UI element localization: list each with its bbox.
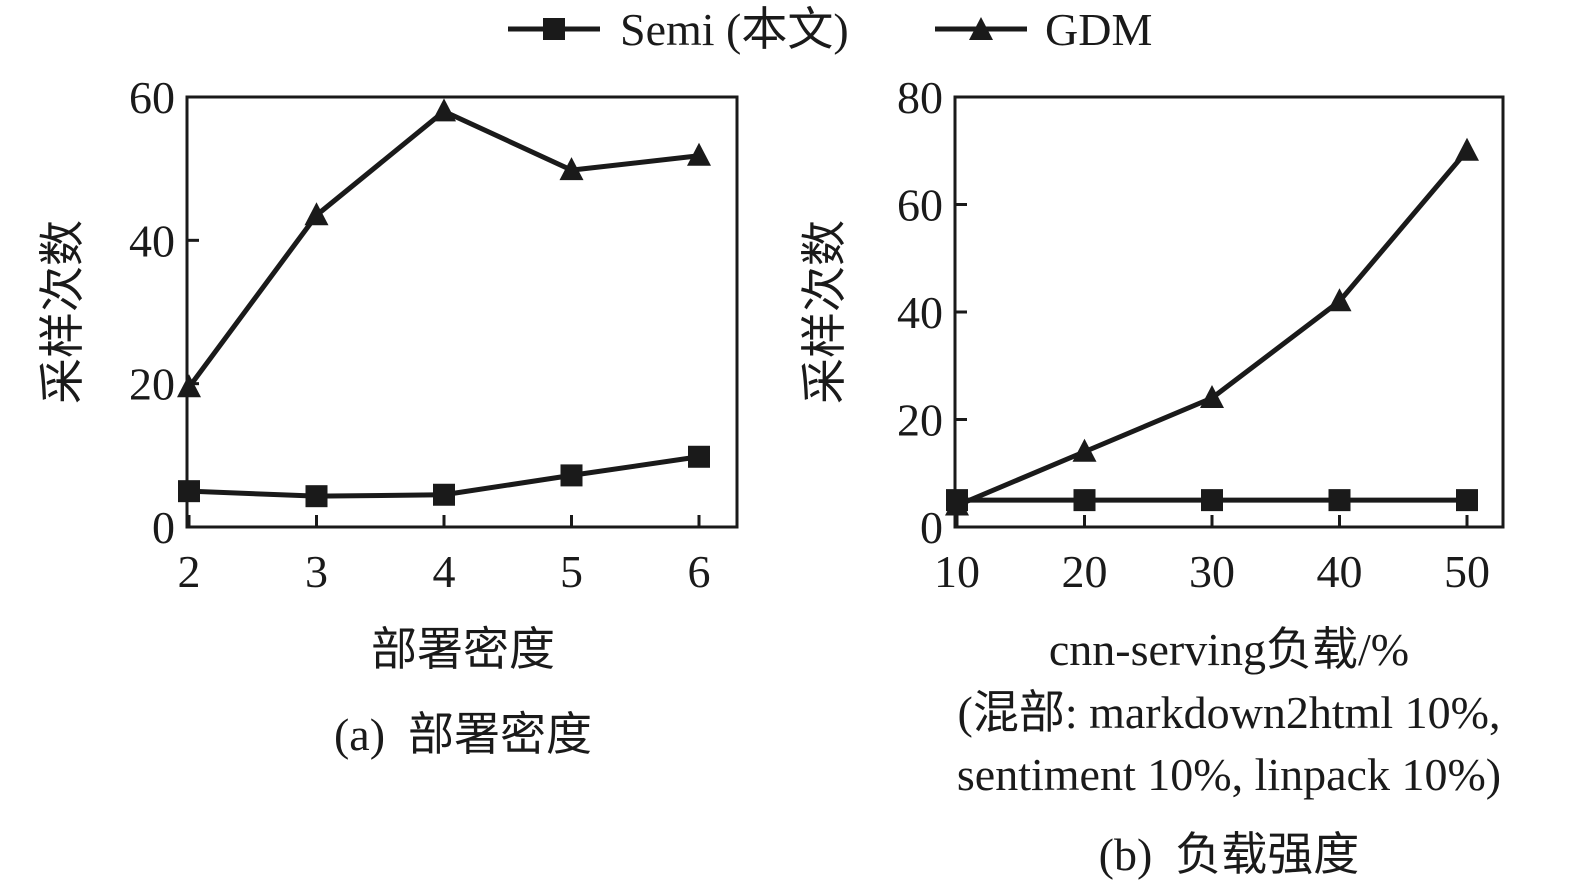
- chart-a-x-tick-label: 4: [433, 546, 456, 597]
- chart-a-semi-point: [560, 464, 583, 487]
- chart-a-y-tick-label: 0: [152, 502, 175, 553]
- chart-a-gdm-point: [687, 142, 711, 166]
- chart-a-x-axis-title: 部署密度: [371, 624, 555, 675]
- chart-a-semi-point: [688, 445, 710, 468]
- chart-a-x-tick-label: 5: [560, 546, 583, 597]
- chart-a-x-tick-label: 3: [305, 546, 328, 597]
- chart-b-plot-frame: [953, 95, 1505, 529]
- chart-a-y-axis-title: 采样次数: [37, 220, 88, 404]
- chart-b-semi-point: [1073, 489, 1096, 512]
- chart-b-y-tick-label: 60: [897, 180, 943, 231]
- chart-b-x-tick-label: 40: [1317, 546, 1363, 597]
- chart-b-x-tick-label: 10: [934, 546, 980, 597]
- chart-b-y-tick-label: 40: [897, 287, 943, 338]
- chart-a-y-tick-label: 60: [129, 72, 175, 123]
- legend-item-semi: Semi (本文): [508, 4, 849, 55]
- chart-b-gdm-point: [1455, 137, 1479, 161]
- chart-a-gdm-point: [559, 157, 584, 181]
- chart-b-y-axis: 0 20 40 60 80: [897, 72, 967, 553]
- chart-b-y-tick-label: 80: [897, 72, 943, 123]
- chart-b-x-tick-label: 50: [1444, 546, 1490, 597]
- chart-b-x-axis: 10 20 30 40 50: [934, 515, 1490, 597]
- chart-a-gdm-point: [304, 202, 329, 226]
- chart-a-gdm-point: [177, 374, 201, 398]
- chart-b-y-tick-label: 20: [897, 395, 943, 446]
- legend-item-gdm: GDM: [935, 4, 1152, 55]
- chart-b: 0 20 40 60 80 10 20 30 40 50 采样次数 cnn-serving负载/…: [799, 72, 1505, 880]
- chart-b-semi-point: [1328, 489, 1351, 512]
- chart-a-y-axis: 0 20 40 60: [129, 72, 199, 553]
- legend-semi-label: Semi (本文): [620, 4, 849, 55]
- legend: Semi (本文) GDM: [508, 4, 1152, 55]
- legend-gdm-label: GDM: [1045, 4, 1152, 55]
- chart-b-x-axis-note-line-2: sentiment 10%, linpack 10%): [957, 749, 1501, 800]
- chart-b-y-tick-label: 0: [920, 502, 943, 553]
- chart-b-x-axis-note-line-1: (混部: markdown2html 10%,: [958, 687, 1501, 738]
- legend-semi-square-marker: [543, 18, 565, 40]
- chart-a-semi-point: [178, 480, 200, 503]
- chart-a-semi-point: [305, 485, 328, 508]
- chart-b-caption: (b) 负载强度: [1099, 829, 1360, 880]
- chart-b-gdm-point: [1072, 438, 1097, 462]
- chart-b-x-tick-label: 30: [1189, 546, 1235, 597]
- chart-b-series: [945, 137, 1479, 516]
- chart-b-semi-point: [1201, 489, 1223, 512]
- chart-b-gdm-point: [1200, 385, 1224, 408]
- chart-b-semi-point: [1456, 489, 1478, 512]
- chart-a-plot-frame: [185, 95, 739, 529]
- chart-a-series: [177, 98, 711, 508]
- legend-gdm-triangle-marker: [969, 17, 993, 40]
- chart-a-y-tick-label: 20: [129, 359, 175, 410]
- chart-a: 0 20 40 60 2 3 4 5 6 采样次数 部署密度 (a) 部署密度: [37, 72, 739, 760]
- chart-b-gdm-point: [945, 492, 969, 516]
- chart-a-semi-point: [433, 483, 455, 506]
- chart-a-x-tick-label: 6: [688, 546, 711, 597]
- chart-b-x-axis-title: cnn-serving负载/%: [1049, 624, 1409, 675]
- chart-b-y-axis-title: 采样次数: [799, 220, 850, 404]
- chart-a-x-tick-label: 2: [178, 546, 201, 597]
- chart-b-gdm-line: [956, 149, 1469, 508]
- chart-a-gdm-line: [186, 108, 700, 389]
- chart-a-x-axis: 2 3 4 5 6: [178, 515, 711, 597]
- chart-b-gdm-point: [1327, 288, 1352, 312]
- chart-a-y-tick-label: 40: [129, 215, 175, 266]
- chart-a-caption: (a) 部署密度: [334, 709, 592, 760]
- chart-b-x-tick-label: 20: [1062, 546, 1108, 597]
- chart-a-gdm-point: [432, 98, 456, 122]
